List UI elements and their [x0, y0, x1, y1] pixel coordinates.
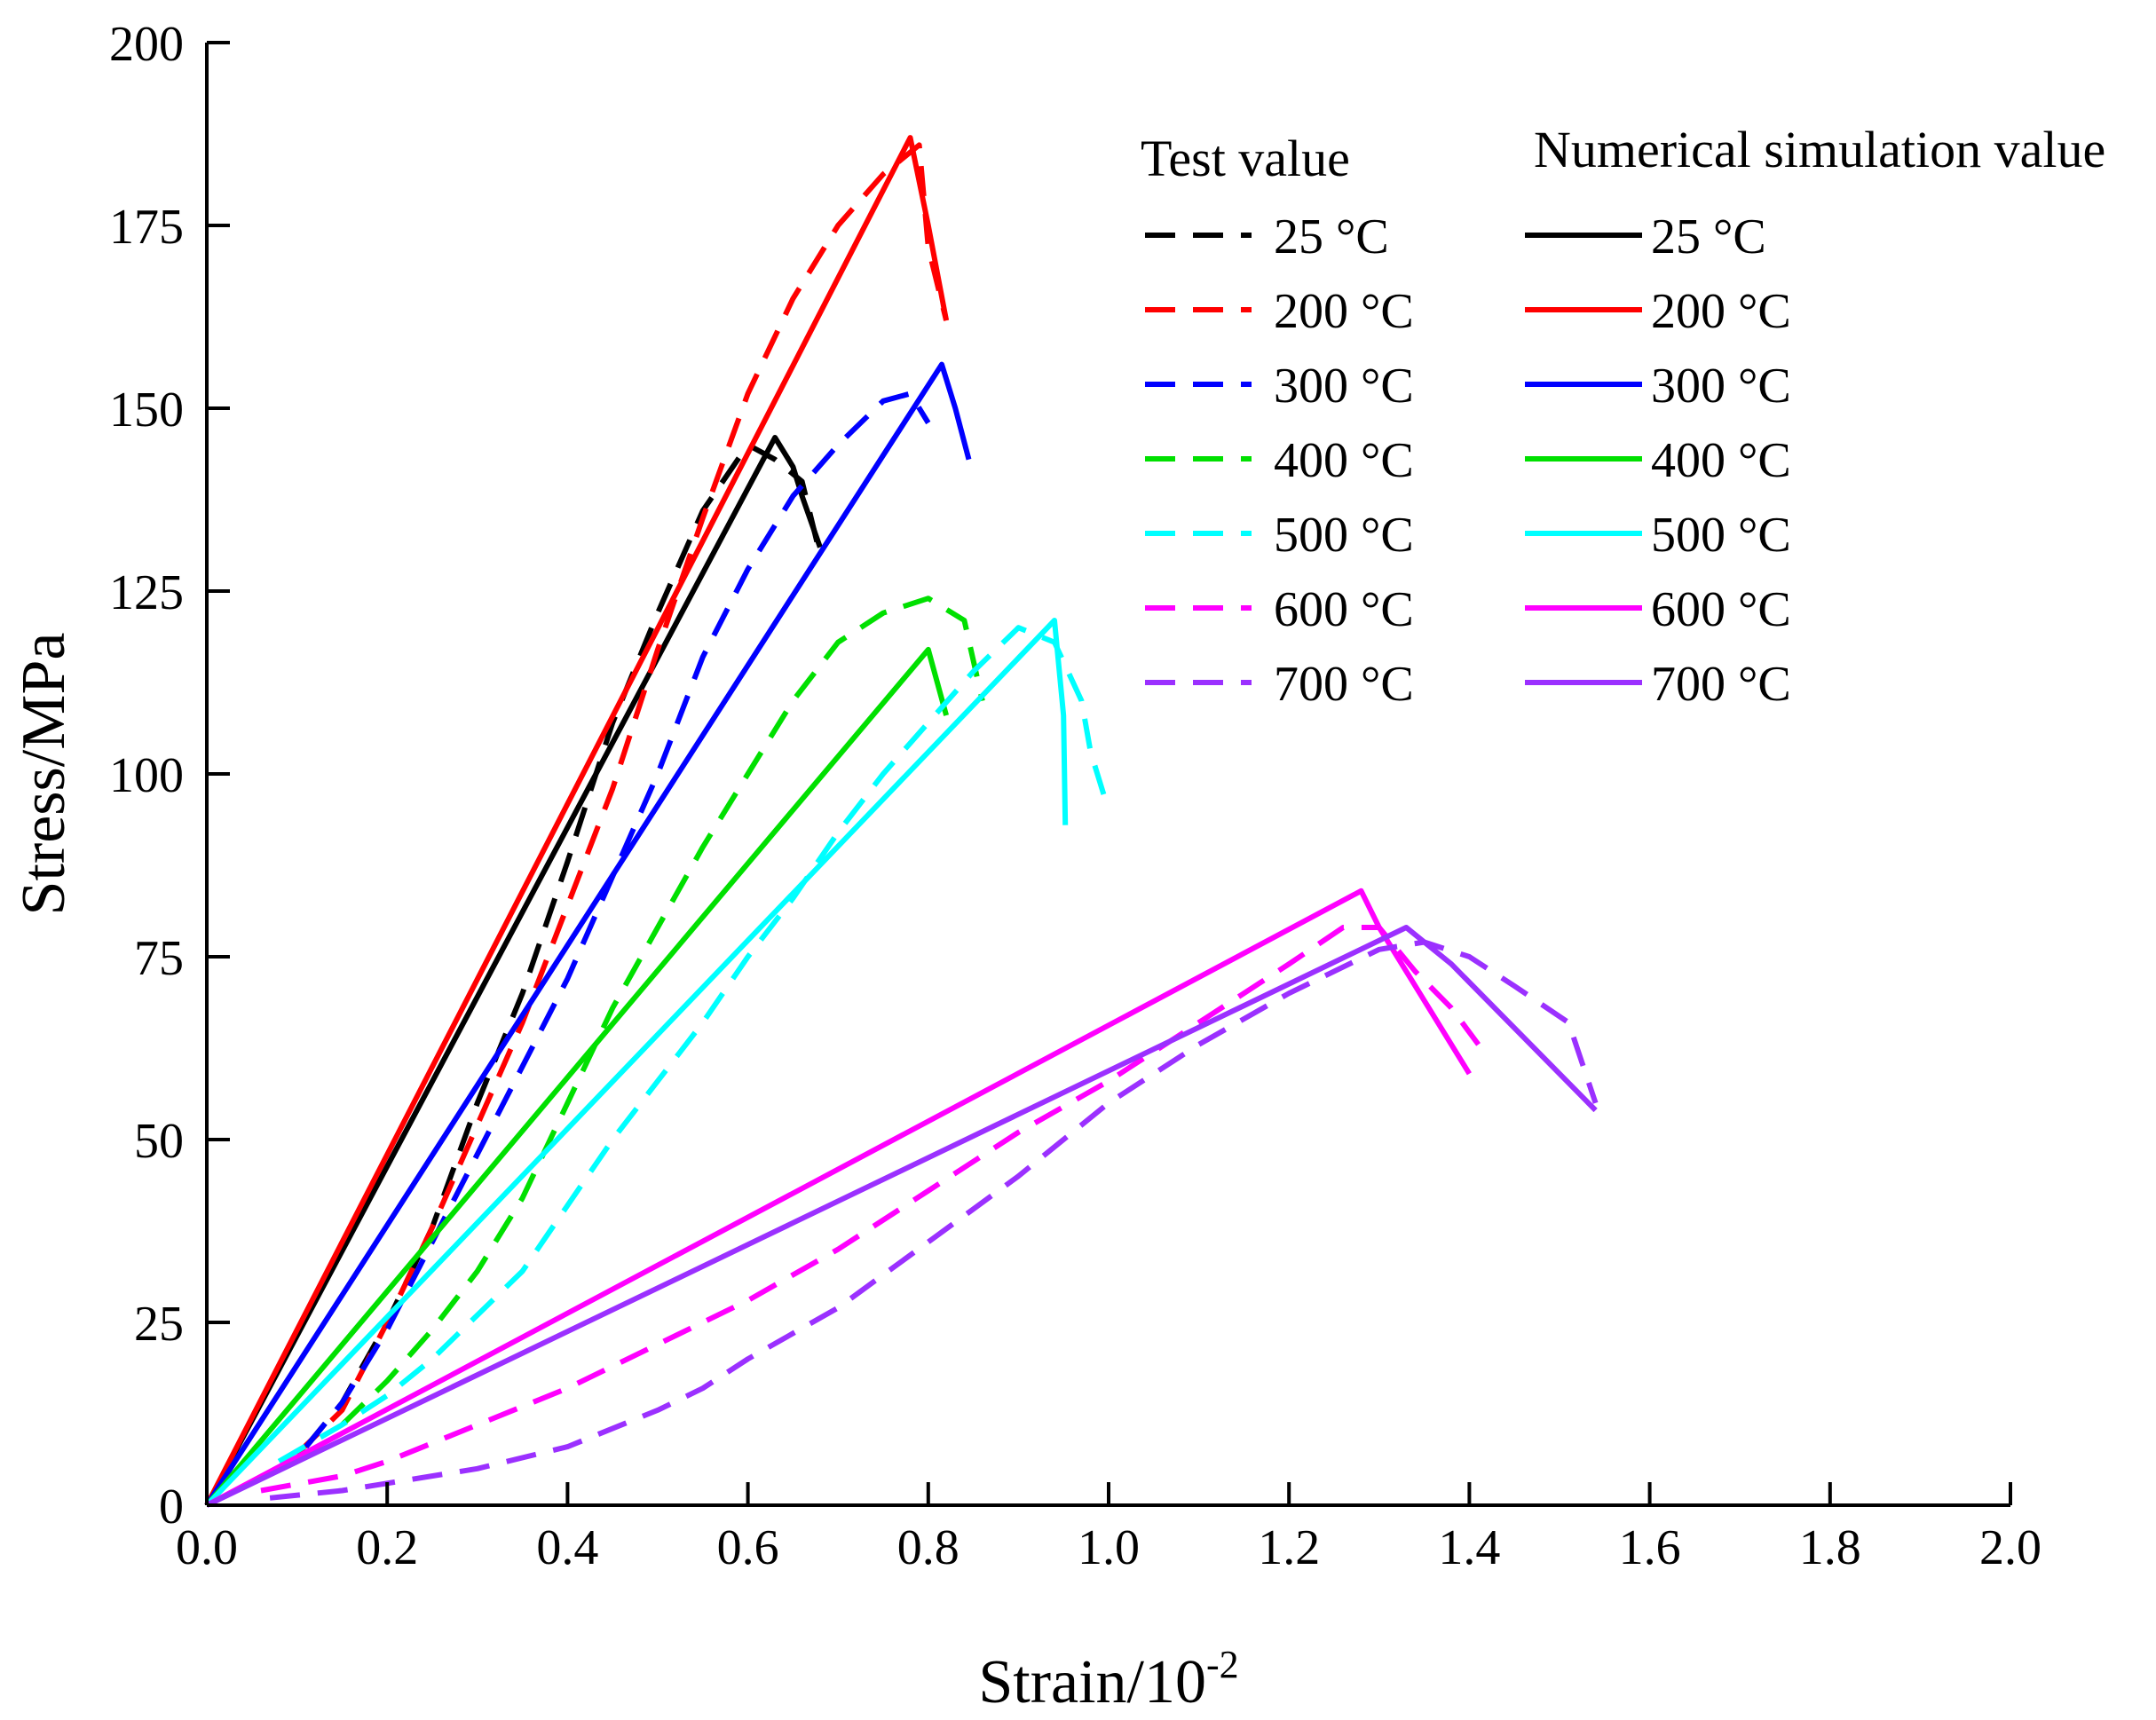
series-test-700c: [269, 939, 1599, 1501]
y-tick-label: 25: [134, 1297, 184, 1352]
y-tick-label: 75: [134, 931, 184, 986]
legend-label-sim-700c: 700 °C: [1651, 657, 1791, 712]
legend-sim-title: Numerical simulation value: [1534, 121, 2105, 178]
x-tick-label: 1.8: [1799, 1520, 1861, 1575]
axes-layer: 0.0 0.2 0.4 0.6 0.8 1.0 1.2 1.4 1.6 1.8 2.0 0 25 50 75…: [10, 17, 2041, 1716]
y-tick-label: 0: [159, 1479, 184, 1535]
series-test-300c: [304, 391, 931, 1449]
x-tick-label: 0.6: [717, 1520, 779, 1575]
y-tick-label: 150: [109, 383, 184, 438]
x-tick-label: 1.6: [1619, 1520, 1681, 1575]
y-tick-label: 200: [109, 17, 184, 72]
legend-label-sim-600c: 600 °C: [1651, 582, 1791, 637]
legend-label-test-500c: 500 °C: [1274, 508, 1414, 563]
x-tick-label: 0.2: [356, 1520, 418, 1575]
x-tick-label: 0.0: [176, 1520, 238, 1575]
series-test-400c: [340, 596, 985, 1427]
legend-label-sim-200c: 200 °C: [1651, 284, 1791, 339]
legend-label-test-600c: 600 °C: [1274, 582, 1414, 637]
x-tick-label: 0.8: [897, 1520, 960, 1575]
y-tick-label: 50: [134, 1114, 184, 1169]
legend-label-sim-500c: 500 °C: [1651, 508, 1791, 563]
legend-label-test-400c: 400 °C: [1274, 433, 1414, 488]
legend: Test value Numerical simulation value 25 °…: [1141, 121, 2105, 712]
series-test-600c: [260, 925, 1481, 1494]
legend-label-sim-25c: 25 °C: [1651, 209, 1766, 264]
series-sim-600c: [205, 888, 1472, 1508]
legend-label-test-300c: 300 °C: [1274, 359, 1414, 414]
series-test-500c: [277, 625, 1111, 1464]
x-tick-label: 1.4: [1438, 1520, 1500, 1575]
y-tick-label: 125: [109, 565, 184, 620]
y-axis-title: Stress/MPa: [10, 633, 78, 916]
legend-test-title: Test value: [1141, 130, 1350, 187]
series-sim-300c: [204, 361, 972, 1507]
legend-label-sim-300c: 300 °C: [1651, 359, 1791, 414]
legend-label-test-25c: 25 °C: [1274, 209, 1389, 264]
legend-label-test-200c: 200 °C: [1274, 284, 1414, 339]
series-layer: [204, 135, 1599, 1508]
series-test-200c: [295, 142, 950, 1456]
series-sim-200c: [204, 135, 950, 1507]
x-tick-label: 2.0: [1979, 1520, 2041, 1575]
x-tick-label: 0.4: [536, 1520, 598, 1575]
legend-label-test-700c: 700 °C: [1274, 657, 1414, 712]
series-sim-500c: [204, 618, 1069, 1508]
x-tick-label: 1.2: [1258, 1520, 1320, 1575]
y-tick-label: 100: [109, 748, 184, 803]
legend-label-sim-400c: 400 °C: [1651, 433, 1791, 488]
series-sim-25c: [204, 435, 823, 1507]
x-tick-label: 1.0: [1078, 1520, 1140, 1575]
series-sim-400c: [204, 646, 949, 1507]
y-tick-label: 175: [109, 200, 184, 255]
series-sim-700c: [205, 925, 1598, 1508]
x-axis-title-sup: -2: [1206, 1643, 1239, 1686]
x-axis-title-main: Strain/10: [978, 1648, 1206, 1716]
x-axis-title: Strain/10-2: [978, 1643, 1238, 1716]
